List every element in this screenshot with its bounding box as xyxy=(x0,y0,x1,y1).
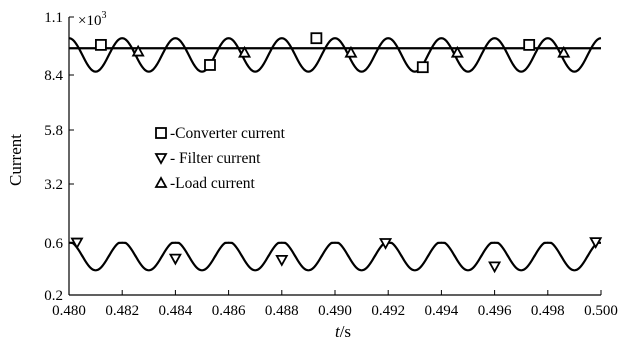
x-tick-label: 0.498 xyxy=(531,303,565,319)
y-tick-label: 3.2 xyxy=(44,177,63,193)
legend-label: - Filter current xyxy=(170,150,261,167)
data-point xyxy=(275,254,289,267)
x-axis-label-italic: t xyxy=(335,322,341,341)
legend-marker xyxy=(154,153,168,165)
legend-marker xyxy=(155,127,167,139)
data-point xyxy=(450,45,464,58)
series-line xyxy=(68,241,602,272)
x-tick-label: 0.486 xyxy=(212,303,246,319)
data-point xyxy=(557,45,571,58)
x-tick-label: 0.500 xyxy=(584,303,618,319)
y-multiplier: ×103 xyxy=(78,10,106,29)
x-tick-label: 0.496 xyxy=(478,303,512,319)
y-tick-label: 8.4 xyxy=(44,68,63,84)
legend-label: -Load current xyxy=(170,175,255,192)
data-point xyxy=(168,253,182,266)
data-point xyxy=(523,38,536,51)
x-tick-label: 0.482 xyxy=(105,303,139,319)
x-tick-label: 0.492 xyxy=(371,303,405,319)
axes xyxy=(68,17,601,296)
y-axis-label: Current xyxy=(6,134,25,186)
data-point xyxy=(379,238,393,250)
data-point xyxy=(488,261,502,274)
data-point xyxy=(204,59,216,71)
series xyxy=(68,37,602,272)
x-axis-label-unit: /s xyxy=(340,322,351,341)
y-tick-label: 1.1 xyxy=(44,10,63,26)
data-point xyxy=(238,45,252,58)
data-point xyxy=(344,45,358,58)
x-tick-label: 0.490 xyxy=(318,303,352,319)
y-tick-label: 0.6 xyxy=(44,236,63,252)
data-point xyxy=(131,44,145,57)
series-line xyxy=(68,37,602,73)
legend-label: -Converter current xyxy=(170,125,286,142)
x-tick-label: 0.484 xyxy=(159,303,193,319)
legend-marker xyxy=(154,176,168,188)
data-point xyxy=(70,237,84,250)
x-tick-label: 0.494 xyxy=(425,303,459,319)
data-point xyxy=(416,61,429,74)
data-point xyxy=(589,237,603,249)
x-tick-label: 0.480 xyxy=(52,303,86,319)
y-tick-label: 5.8 xyxy=(44,123,63,139)
data-point xyxy=(95,38,107,51)
data-point xyxy=(310,32,323,45)
legend: -Converter current - Filter current -Load … xyxy=(154,125,286,192)
x-tick-label: 0.488 xyxy=(265,303,299,319)
y-tick-label: 0.2 xyxy=(44,288,63,304)
y-multiplier-exponent: 3 xyxy=(101,10,106,21)
markers xyxy=(70,32,603,274)
y-multiplier-prefix: ×10 xyxy=(78,13,101,29)
ticks: 0.480 0.482 0.484 0.486 0.488 0.490 0.492 0.494… xyxy=(44,10,618,319)
x-axis-label: t/s xyxy=(335,322,351,341)
